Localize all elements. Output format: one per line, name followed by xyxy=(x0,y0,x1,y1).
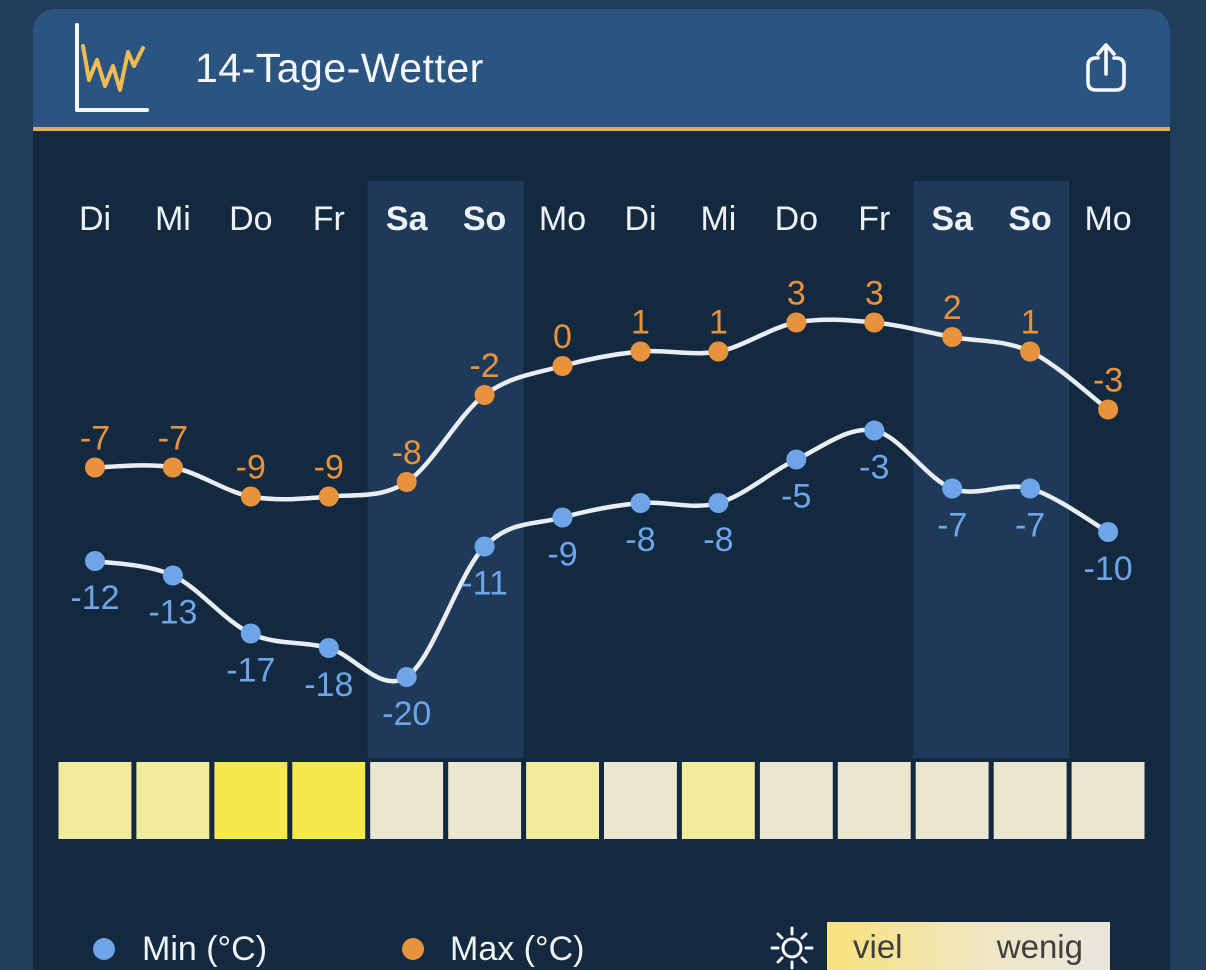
weather-card: 14-Tage-Wetter xyxy=(33,9,1170,970)
min-legend-dot xyxy=(93,938,115,960)
sun-icon xyxy=(770,926,814,970)
min-legend-label: Min (°C) xyxy=(142,930,268,968)
sunshine-high-label: viel xyxy=(853,928,903,965)
sun-icon-wrap xyxy=(770,926,814,970)
sunshine-scale: viel wenig xyxy=(827,922,1110,970)
max-legend-dot xyxy=(402,938,424,960)
card-header: 14-Tage-Wetter xyxy=(33,9,1170,127)
share-button[interactable] xyxy=(1080,40,1132,96)
line-chart-icon xyxy=(75,23,149,112)
max-legend-label: Max (°C) xyxy=(450,930,585,968)
page-title: 14-Tage-Wetter xyxy=(195,44,484,91)
sunshine-low-label: wenig xyxy=(996,928,1083,965)
share-icon xyxy=(1086,43,1126,92)
accent-divider xyxy=(33,127,1170,131)
